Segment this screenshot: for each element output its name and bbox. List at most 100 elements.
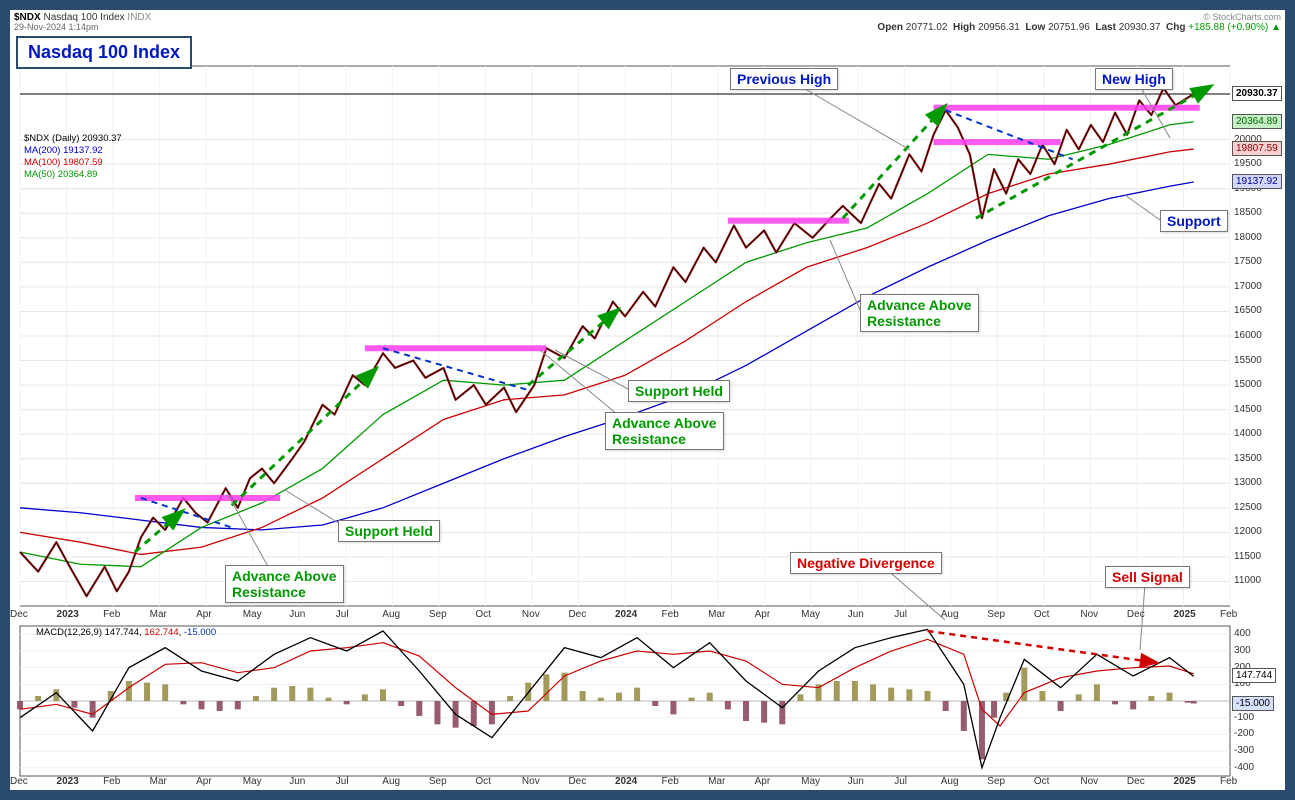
x-tick: 2025 <box>1173 609 1195 620</box>
y-tick: 19500 <box>1234 158 1262 169</box>
x-tick: Jul <box>336 609 349 620</box>
chart-title: Nasdaq 100 Index <box>16 36 192 69</box>
y-tick: 13000 <box>1234 477 1262 488</box>
x-tick: Oct <box>475 776 491 787</box>
annotation: Advance AboveResistance <box>860 294 979 332</box>
legend-ma50: MA(50) 20364.89 <box>24 169 122 181</box>
macd-y-tick: -300 <box>1234 745 1254 756</box>
x-tick: Mar <box>708 776 725 787</box>
x-tick: May <box>243 609 262 620</box>
legend-price: $NDX (Daily) 20930.37 <box>24 133 122 145</box>
x-tick: Apr <box>755 776 771 787</box>
x-tick: Jul <box>894 776 907 787</box>
annotation: Advance AboveResistance <box>605 412 724 450</box>
x-tick: Dec <box>10 776 28 787</box>
macd-y-tick: -400 <box>1234 762 1254 773</box>
x-tick: Mar <box>150 776 167 787</box>
y-tick: 18000 <box>1234 232 1262 243</box>
annotation: Negative Divergence <box>790 552 942 574</box>
annotation: Support Held <box>338 520 440 542</box>
x-tick: Mar <box>708 609 725 620</box>
x-tick: Dec <box>10 609 28 620</box>
x-tick: May <box>801 776 820 787</box>
x-tick: Apr <box>196 776 212 787</box>
annotation: Support <box>1160 210 1228 232</box>
x-tick: Feb <box>103 776 120 787</box>
y-tick: 11000 <box>1234 575 1261 586</box>
x-tick: May <box>243 776 262 787</box>
macd-y-tick: 400 <box>1234 628 1251 639</box>
price-flag: 19137.92 <box>1232 174 1282 189</box>
macd-legend: MACD(12,26,9) 147.744, 162.744, -15.000 <box>36 627 216 638</box>
x-tick: Aug <box>941 776 959 787</box>
annotation: Advance AboveResistance <box>225 565 344 603</box>
x-tick: Feb <box>1220 609 1237 620</box>
x-tick: Dec <box>568 609 586 620</box>
x-tick: Jun <box>848 609 864 620</box>
x-tick: Sep <box>987 609 1005 620</box>
x-tick: Feb <box>662 609 679 620</box>
x-tick: Feb <box>103 609 120 620</box>
macd-y-tick: -100 <box>1234 712 1254 723</box>
price-flag: 19807.59 <box>1232 141 1282 156</box>
x-tick: 2024 <box>615 776 637 787</box>
x-tick: 2023 <box>57 776 79 787</box>
x-tick: Feb <box>1220 776 1237 787</box>
x-tick: Nov <box>522 609 540 620</box>
x-tick: Feb <box>662 776 679 787</box>
x-tick: Apr <box>196 609 212 620</box>
x-tick: Jul <box>336 776 349 787</box>
x-tick: Jun <box>289 609 305 620</box>
x-tick: Aug <box>382 776 400 787</box>
annotation: Previous High <box>730 68 838 90</box>
x-tick: Oct <box>1034 776 1050 787</box>
y-tick: 13500 <box>1234 453 1262 464</box>
y-tick: 14000 <box>1234 428 1262 439</box>
y-tick: 12500 <box>1234 502 1262 513</box>
x-tick: 2023 <box>57 609 79 620</box>
price-flag: 20930.37 <box>1232 86 1282 101</box>
macd-y-tick: -200 <box>1234 728 1254 739</box>
x-tick: Nov <box>1080 609 1098 620</box>
x-tick: Jun <box>848 776 864 787</box>
x-tick: May <box>801 609 820 620</box>
x-tick: Oct <box>1034 609 1050 620</box>
y-tick: 11500 <box>1234 551 1261 562</box>
x-tick: Dec <box>1127 776 1145 787</box>
x-tick: 2024 <box>615 609 637 620</box>
macd-flag: 147.744 <box>1232 668 1276 683</box>
x-tick: 2025 <box>1173 776 1195 787</box>
macd-flag: -15.000 <box>1232 696 1274 711</box>
y-tick: 15000 <box>1234 379 1262 390</box>
x-tick: Oct <box>475 609 491 620</box>
x-tick: Mar <box>150 609 167 620</box>
y-tick: 18500 <box>1234 207 1262 218</box>
legend-ma100: MA(100) 19807.59 <box>24 157 122 169</box>
x-tick: Dec <box>1127 609 1145 620</box>
legend: $NDX (Daily) 20930.37 MA(200) 19137.92 M… <box>24 133 122 181</box>
annotation: New High <box>1095 68 1173 90</box>
chart-frame: $NDX Nasdaq 100 Index INDX 29-Nov-2024 1… <box>0 0 1295 800</box>
price-flag: 20364.89 <box>1232 114 1282 129</box>
y-tick: 15500 <box>1234 355 1262 366</box>
x-tick: Apr <box>755 609 771 620</box>
x-tick: Aug <box>941 609 959 620</box>
legend-ma200: MA(200) 19137.92 <box>24 145 122 157</box>
x-tick: Jul <box>894 609 907 620</box>
x-tick: Sep <box>429 776 447 787</box>
macd-y-tick: 300 <box>1234 645 1251 656</box>
x-tick: Nov <box>522 776 540 787</box>
x-tick: Nov <box>1080 776 1098 787</box>
y-tick: 16500 <box>1234 305 1262 316</box>
annotation: Support Held <box>628 380 730 402</box>
y-tick: 16000 <box>1234 330 1262 341</box>
x-tick: Sep <box>987 776 1005 787</box>
x-tick: Aug <box>382 609 400 620</box>
x-tick: Jun <box>289 776 305 787</box>
y-tick: 12000 <box>1234 526 1262 537</box>
annotation: Sell Signal <box>1105 566 1190 588</box>
y-tick: 17000 <box>1234 281 1262 292</box>
y-tick: 14500 <box>1234 404 1262 415</box>
y-tick: 17500 <box>1234 256 1262 267</box>
x-tick: Sep <box>429 609 447 620</box>
